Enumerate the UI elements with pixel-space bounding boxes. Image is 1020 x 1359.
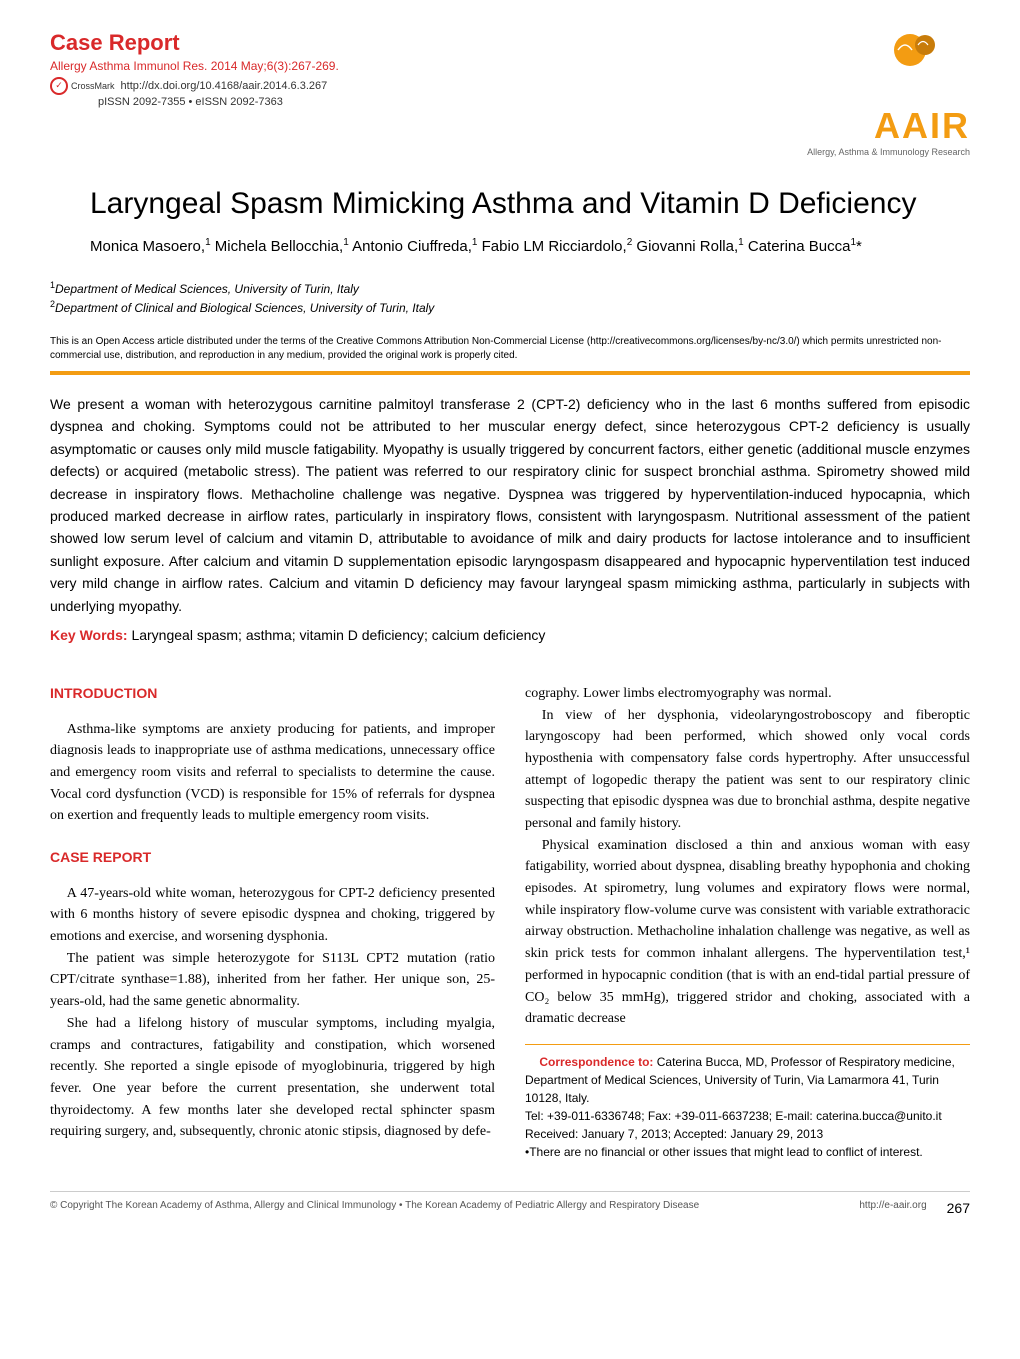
case-heading: CASE REPORT [50, 847, 495, 869]
footer-copyright: © Copyright The Korean Academy of Asthma… [50, 1200, 699, 1216]
intro-heading: INTRODUCTION [50, 683, 495, 705]
affiliations: 1Department of Medical Sciences, Univers… [50, 279, 970, 317]
logo-text: AAIR [807, 105, 970, 147]
keywords: Key Words: Laryngeal spasm; asthma; vita… [50, 627, 970, 643]
correspondence: Correspondence to: Caterina Bucca, MD, P… [525, 1053, 970, 1161]
col2-paragraph-3: Physical examination disclosed a thin an… [525, 835, 970, 1030]
issn: pISSN 2092-7355 • eISSN 2092-7363 [98, 96, 807, 108]
page-header: Case Report Allergy Asthma Immunol Res. … [50, 30, 970, 157]
case-paragraph-1: A 47-years-old white woman, heterozygous… [50, 883, 495, 948]
case-paragraph-2: The patient was simple heterozygote for … [50, 948, 495, 1013]
left-column: INTRODUCTION Asthma-like symptoms are an… [50, 683, 495, 1161]
journal-logo: AAIR Allergy, Asthma & Immunology Resear… [807, 30, 970, 157]
crossmark-icon: ✓ CrossMark [50, 77, 115, 95]
page-number: 267 [947, 1200, 970, 1216]
correspondence-divider [525, 1044, 970, 1045]
article-title: Laryngeal Spasm Mimicking Asthma and Vit… [50, 187, 970, 221]
footer-url: http://e-aair.org [859, 1200, 926, 1216]
abstract: We present a woman with heterozygous car… [50, 393, 970, 617]
divider-bar [50, 371, 970, 375]
doi-link[interactable]: http://dx.doi.org/10.4168/aair.2014.6.3.… [121, 80, 328, 92]
col2-paragraph-1: cography. Lower limbs electromyography w… [525, 683, 970, 705]
logo-subtitle: Allergy, Asthma & Immunology Research [807, 147, 970, 157]
section-label: Case Report [50, 30, 807, 56]
license-text: This is an Open Access article distribut… [50, 335, 970, 363]
intro-paragraph: Asthma-like symptoms are anxiety produci… [50, 719, 495, 827]
col2-paragraph-2: In view of her dysphonia, videolaryngost… [525, 705, 970, 835]
case-paragraph-3: She had a lifelong history of muscular s… [50, 1013, 495, 1143]
right-column: cography. Lower limbs electromyography w… [525, 683, 970, 1161]
journal-citation: Allergy Asthma Immunol Res. 2014 May;6(3… [50, 58, 807, 75]
page-footer: © Copyright The Korean Academy of Asthma… [50, 1191, 970, 1216]
authors: Monica Masoero,1 Michela Bellocchia,1 An… [50, 237, 970, 255]
